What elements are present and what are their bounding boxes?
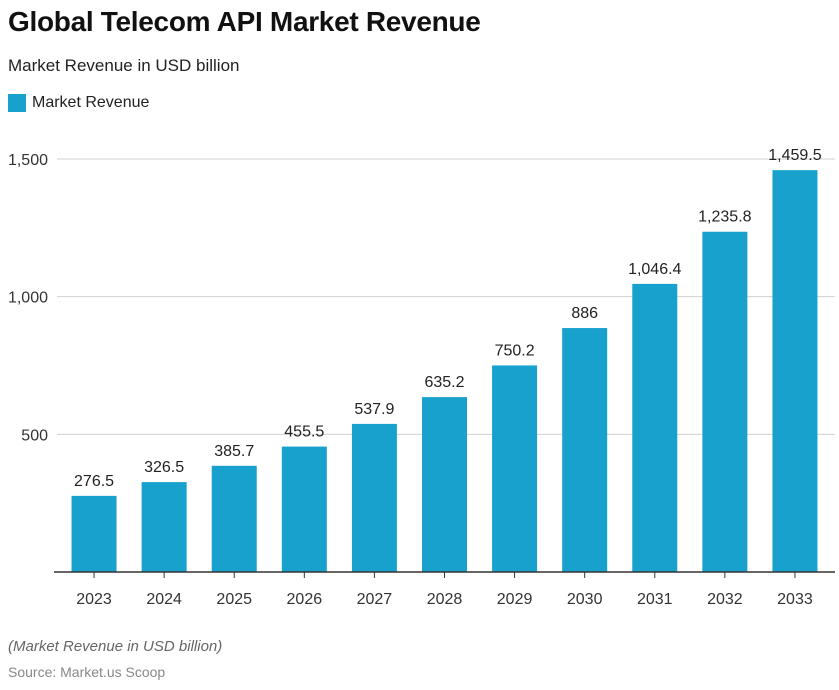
bar <box>211 465 257 572</box>
data-label: 1,046.4 <box>628 261 681 278</box>
bar <box>562 328 608 572</box>
x-tick-label: 2024 <box>146 591 182 608</box>
bar <box>141 482 187 572</box>
bar <box>71 495 117 572</box>
data-label: 276.5 <box>74 473 114 490</box>
bar <box>702 231 748 572</box>
x-tick-label: 2030 <box>567 591 603 608</box>
x-tick-label: 2026 <box>287 591 323 608</box>
y-tick-label: 1,500 <box>8 152 48 169</box>
chart-subtitle: Market Revenue in USD billion <box>8 56 240 75</box>
data-label: 1,235.8 <box>698 209 751 226</box>
x-tick-label: 2028 <box>427 591 463 608</box>
bar <box>492 365 538 572</box>
data-label: 1,459.5 <box>768 147 821 164</box>
data-label: 385.7 <box>214 443 254 460</box>
data-label: 886 <box>571 305 598 322</box>
bar <box>422 397 467 572</box>
y-tick-label: 1,000 <box>8 290 48 307</box>
x-tick-label: 2033 <box>777 591 813 608</box>
bar <box>772 170 818 572</box>
legend: Market Revenue <box>8 94 149 112</box>
source-text: Source: Market.us Scoop <box>8 664 166 680</box>
data-label: 635.2 <box>424 374 464 391</box>
x-tick-label: 2029 <box>497 591 533 608</box>
data-label: 750.2 <box>495 342 535 359</box>
data-label: 537.9 <box>354 401 394 418</box>
x-tick-label: 2023 <box>76 591 112 608</box>
data-label: 326.5 <box>144 459 184 476</box>
data-label: 455.5 <box>284 424 324 441</box>
bar <box>281 446 327 572</box>
legend-swatch <box>8 94 26 112</box>
bar <box>632 283 678 572</box>
x-tick-label: 2025 <box>216 591 252 608</box>
bar <box>351 423 397 572</box>
x-tick-label: 2032 <box>707 591 743 608</box>
x-tick-label: 2027 <box>357 591 393 608</box>
x-tick-label: 2031 <box>637 591 673 608</box>
footer-note: (Market Revenue in USD billion) <box>8 638 223 655</box>
chart-title: Global Telecom API Market Revenue <box>8 6 481 37</box>
y-tick-label: 500 <box>21 427 48 444</box>
legend-label: Market Revenue <box>32 94 150 111</box>
